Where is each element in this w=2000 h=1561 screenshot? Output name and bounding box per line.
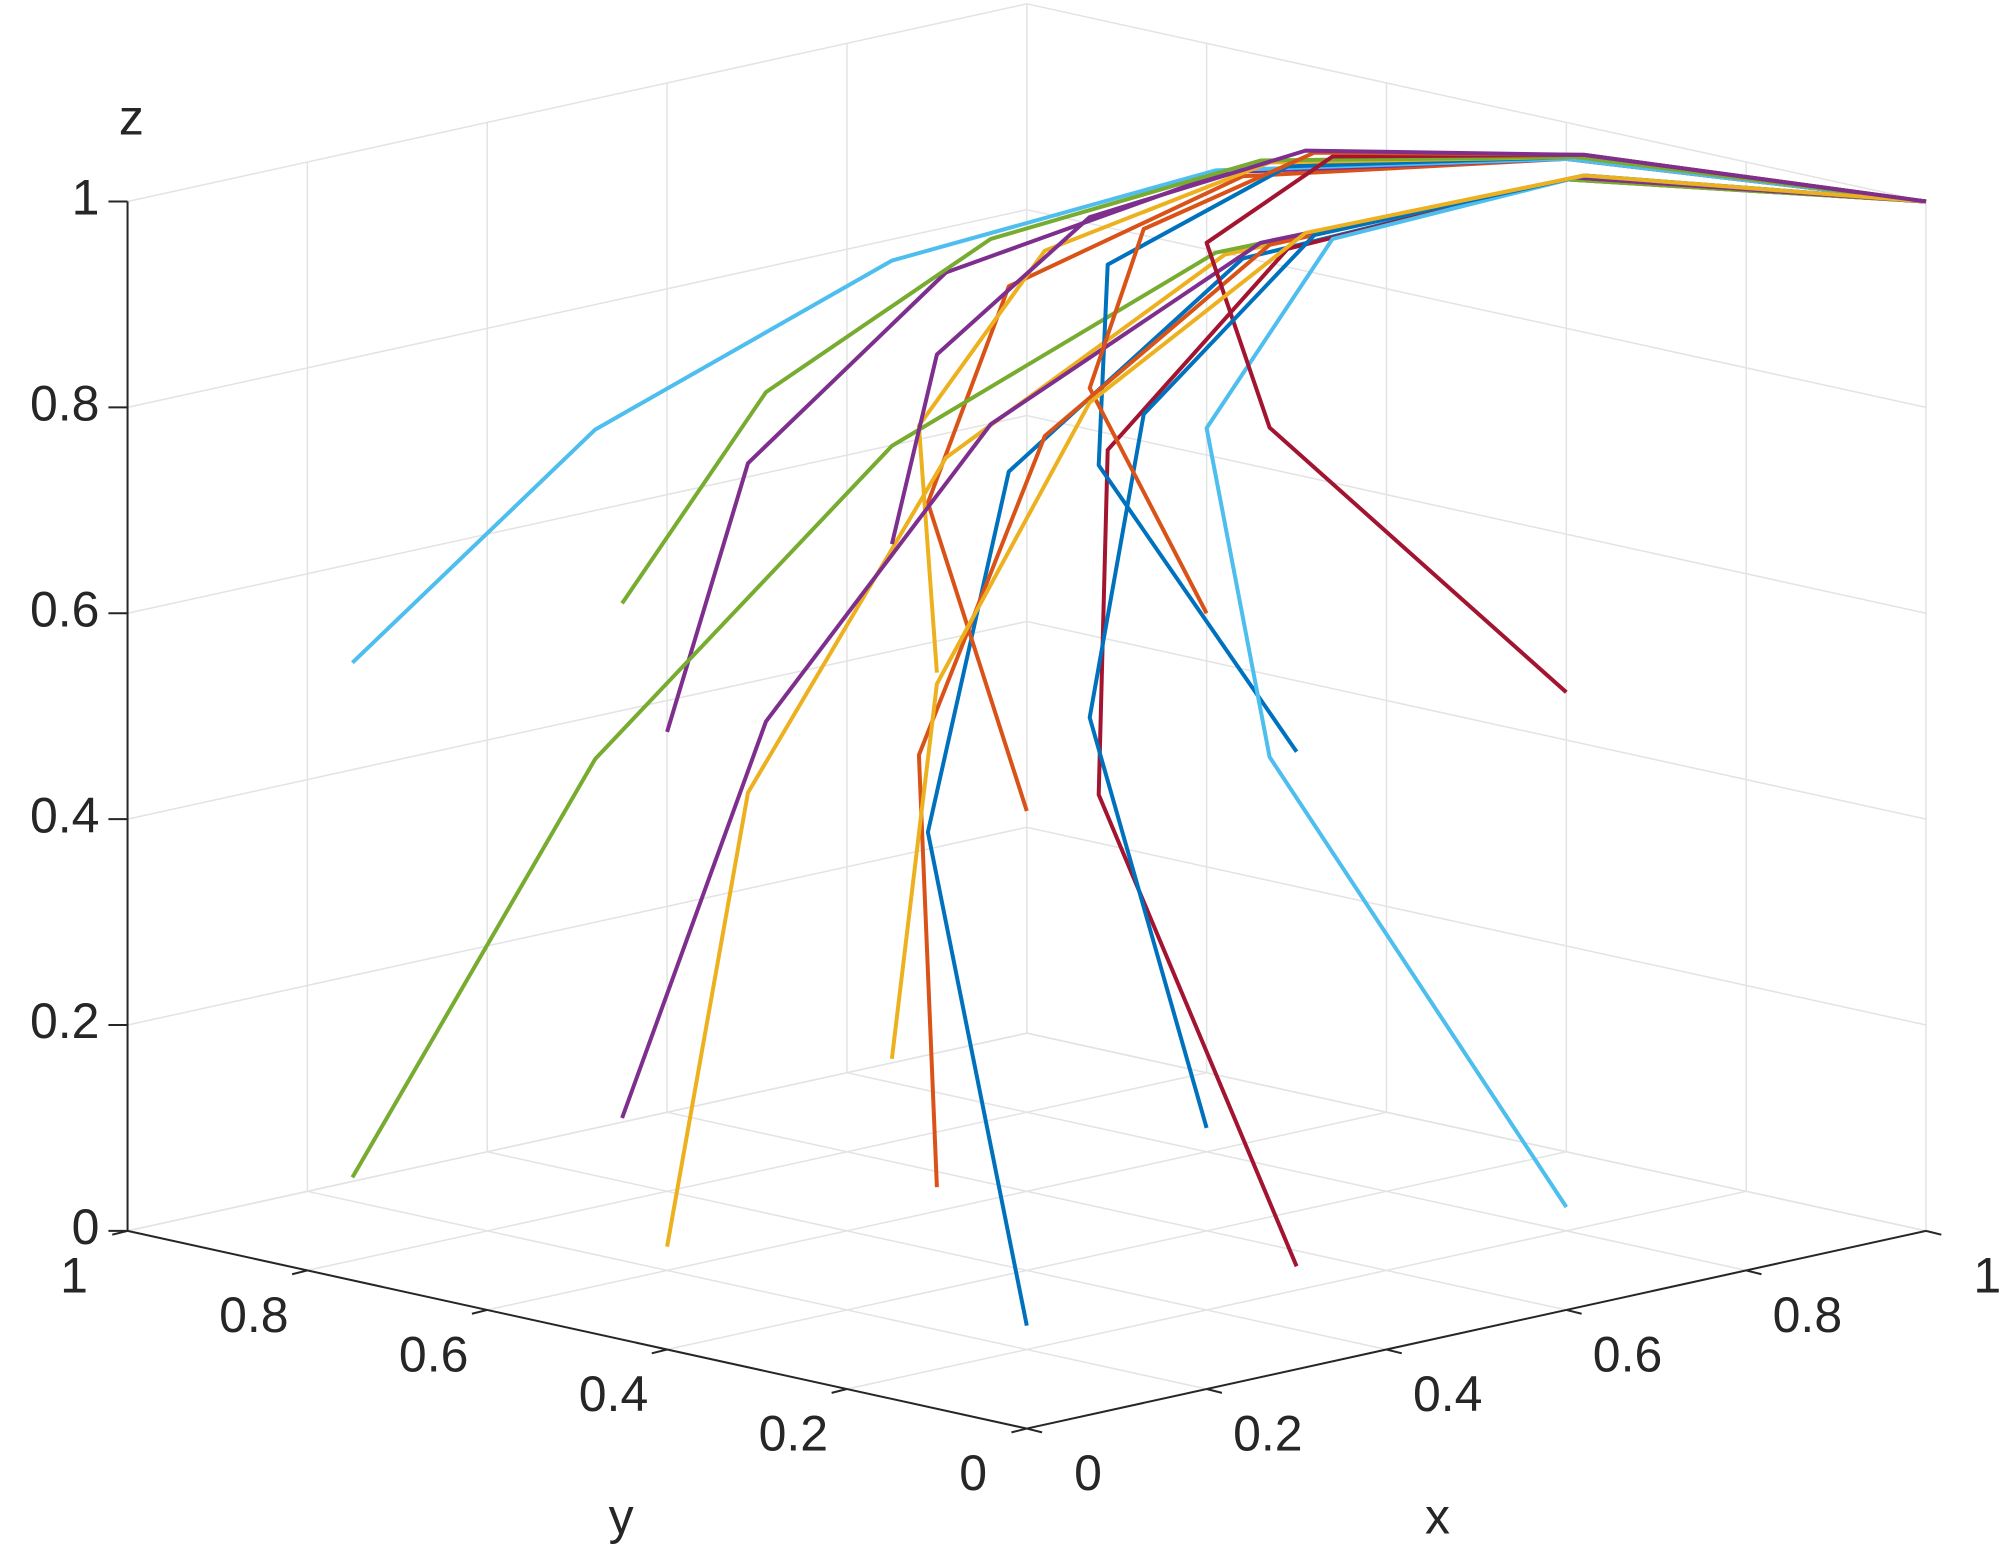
z-tick-label: 0.2 xyxy=(30,993,100,1049)
y-tick-label: 0.6 xyxy=(399,1327,469,1383)
y-tick xyxy=(831,1388,848,1394)
z-tick-label: 1 xyxy=(72,170,100,226)
trajectory xyxy=(925,156,1927,812)
grid-line xyxy=(307,1071,1207,1272)
x-tick-label: 0 xyxy=(1074,1445,1102,1501)
z-tick-label: 0.8 xyxy=(30,376,100,432)
grid-line xyxy=(1026,620,1927,820)
z-tick-label: 0.6 xyxy=(30,581,100,637)
y-tick-label: 0.8 xyxy=(219,1287,289,1343)
grid-line xyxy=(1026,826,1927,1026)
grid-line xyxy=(666,1111,1567,1311)
x-tick-label: 0.4 xyxy=(1413,1366,1483,1422)
y-axis-label: y xyxy=(609,1489,634,1545)
x-tick xyxy=(1745,1269,1762,1276)
grid-line xyxy=(127,208,1027,409)
grid-line xyxy=(127,414,1027,614)
y-tick-label: 0.2 xyxy=(759,1406,829,1462)
trajectory xyxy=(889,148,1927,545)
trajectory xyxy=(351,156,1927,665)
y-tick-label: 0.4 xyxy=(579,1366,649,1422)
x-tick xyxy=(1026,1427,1043,1434)
grid-line xyxy=(666,1151,1567,1351)
grid-line xyxy=(127,826,1027,1026)
trajectory xyxy=(1096,175,1927,1268)
grid-line xyxy=(307,1190,1207,1390)
x-tick xyxy=(1566,1308,1582,1315)
grid-line xyxy=(846,1190,1747,1390)
axes: 00.20.40.60.8100.20.40.60.8100.20.40.60.… xyxy=(30,170,2000,1502)
y-tick xyxy=(471,1308,488,1315)
trajectory xyxy=(620,154,1927,605)
trajectory xyxy=(1096,154,1927,753)
x-tick-label: 0.8 xyxy=(1773,1287,1843,1343)
y-tick xyxy=(651,1348,668,1355)
y-axis xyxy=(127,1229,1028,1430)
grid-line xyxy=(1026,1032,1927,1232)
y-tick xyxy=(291,1269,308,1276)
grid-line xyxy=(127,620,1027,820)
grid-line xyxy=(1026,414,1927,614)
grid-line xyxy=(1026,208,1927,409)
x-tick xyxy=(1386,1348,1403,1355)
trajectory xyxy=(1087,150,1927,615)
grid-line xyxy=(127,3,1027,203)
grid-line xyxy=(127,1032,1027,1232)
grid-line xyxy=(487,1111,1387,1311)
labels: x y z xyxy=(119,89,1450,1544)
grid-line xyxy=(846,1071,1747,1272)
x-tick xyxy=(1206,1388,1223,1394)
x-tick-label: 1 xyxy=(1973,1248,2000,1304)
trajectory xyxy=(889,173,1927,1059)
grid-line xyxy=(487,1151,1387,1351)
trajectory xyxy=(916,175,1927,1188)
trajectory xyxy=(665,177,1927,1247)
trajectories xyxy=(350,148,1927,1326)
grid-line xyxy=(1026,3,1927,203)
y-tick-label: 0 xyxy=(959,1445,987,1501)
trajectory xyxy=(925,177,1927,1326)
trajectory xyxy=(1087,173,1927,1129)
trajectory xyxy=(620,175,1927,1119)
grid xyxy=(126,3,1927,1430)
y-tick-label: 1 xyxy=(60,1248,88,1304)
z-tick-label: 0 xyxy=(72,1199,100,1255)
x-tick-label: 0.2 xyxy=(1233,1406,1303,1462)
x-axis xyxy=(1026,1229,1927,1430)
x-tick xyxy=(1925,1229,1942,1236)
y-tick xyxy=(1011,1427,1028,1434)
trajectory xyxy=(350,177,1927,1179)
z-axis-label: z xyxy=(119,89,144,145)
x-tick-label: 0.6 xyxy=(1593,1327,1663,1383)
z-tick-label: 0.4 xyxy=(30,787,100,843)
x-axis-label: x xyxy=(1425,1489,1450,1545)
